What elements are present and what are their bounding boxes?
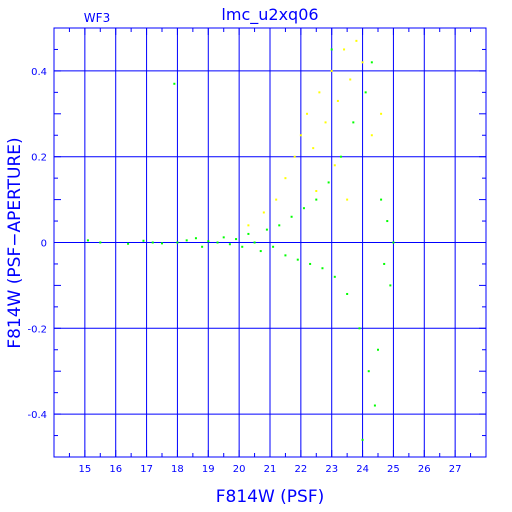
- data-point-yellow: [346, 198, 349, 201]
- data-point-green: [327, 181, 330, 184]
- data-point-green: [358, 327, 361, 330]
- data-point-green: [185, 239, 188, 242]
- x-tick-label: 26: [418, 464, 431, 475]
- data-point-green: [302, 207, 305, 210]
- data-point-green: [228, 243, 231, 246]
- data-point-green: [373, 404, 376, 407]
- y-tick-label: 0.2: [31, 153, 47, 164]
- data-point-green: [284, 254, 287, 257]
- plot-frame: [53, 27, 487, 458]
- grid-lines: [54, 28, 486, 457]
- x-tick-label: 19: [202, 464, 215, 475]
- data-point-green: [176, 241, 179, 244]
- data-point-yellow: [355, 39, 358, 42]
- data-point-yellow: [306, 112, 309, 115]
- data-point-green: [142, 239, 145, 242]
- data-point-green: [253, 241, 256, 244]
- data-point-yellow: [312, 147, 315, 150]
- data-point-yellow: [293, 155, 296, 158]
- data-point-yellow: [349, 78, 352, 81]
- x-tick-label: 27: [449, 464, 462, 475]
- data-point-green: [339, 155, 342, 158]
- y-axis-label: F814W (PSF−APERTURE): [5, 137, 25, 348]
- data-point-green: [383, 262, 386, 265]
- data-point-green: [321, 267, 324, 270]
- data-point-green: [207, 240, 210, 243]
- x-tick-label: 16: [109, 464, 122, 475]
- data-point-green: [367, 370, 370, 373]
- x-tick-label: 22: [294, 464, 307, 475]
- data-point-green: [309, 262, 312, 265]
- chart-title: lmc_u2xq06: [221, 5, 318, 25]
- data-point-green: [315, 198, 318, 201]
- y-tick-label: 0: [41, 239, 47, 250]
- y-tick-label: -0.4: [27, 410, 47, 421]
- data-point-green: [127, 242, 130, 245]
- data-point-yellow: [275, 198, 278, 201]
- data-point-green: [272, 245, 275, 248]
- data-point-yellow: [284, 177, 287, 180]
- data-point-green: [173, 82, 176, 85]
- data-point-yellow: [324, 121, 327, 124]
- x-tick-label: 23: [325, 464, 338, 475]
- data-point-green: [99, 241, 102, 244]
- data-point-green: [380, 198, 383, 201]
- data-point-yellow: [247, 224, 250, 227]
- panel-label: WF3: [84, 11, 110, 25]
- data-point-green: [364, 91, 367, 94]
- data-point-green: [377, 348, 379, 351]
- x-tick-label: 17: [140, 464, 153, 475]
- tick-labels: 15 16 17 18 19 20 21 22 23 24 25 26 27 0.4 0.2 0 -0.2 -0.…: [27, 67, 461, 475]
- x-tick-label: 15: [78, 464, 91, 475]
- data-point-green: [247, 232, 250, 235]
- data-point-yellow: [361, 61, 364, 64]
- data-point-yellow: [318, 91, 321, 94]
- data-point-green: [151, 241, 154, 244]
- data-point-yellow: [333, 164, 336, 167]
- data-point-green: [278, 224, 281, 227]
- data-point-yellow: [299, 134, 302, 137]
- data-point-green: [389, 284, 392, 287]
- x-tick-label: 25: [387, 464, 400, 475]
- data-point-green: [296, 258, 299, 261]
- data-point-green: [216, 241, 219, 244]
- data-point-green: [333, 275, 336, 278]
- y-tick-label: -0.2: [27, 324, 47, 335]
- data-point-green: [361, 438, 364, 441]
- data-point-green: [346, 292, 349, 295]
- data-point-green: [194, 237, 197, 240]
- data-point-green: [222, 236, 225, 239]
- data-point-green: [241, 245, 244, 248]
- x-tick-label: 21: [264, 464, 277, 475]
- data-point-green: [386, 220, 389, 223]
- data-point-green: [235, 238, 238, 241]
- data-point-yellow: [380, 112, 383, 115]
- data-point-yellow: [343, 48, 346, 51]
- data-point-yellow: [315, 190, 318, 193]
- data-point-yellow: [262, 211, 265, 214]
- data-point-yellow: [370, 134, 373, 137]
- data-point-green: [201, 245, 204, 248]
- y-tick-label: 0.4: [31, 67, 47, 78]
- data-point-green: [86, 239, 89, 242]
- data-point-green: [392, 241, 395, 244]
- data-point-green: [330, 48, 333, 51]
- data-point-green: [161, 242, 163, 245]
- x-tick-label: 20: [233, 464, 246, 475]
- data-point-green: [265, 228, 268, 231]
- data-point-yellow: [330, 69, 333, 72]
- x-tick-label: 24: [356, 464, 369, 475]
- x-tick-label: 18: [171, 464, 184, 475]
- x-axis-label: F814W (PSF): [216, 487, 325, 507]
- data-point-green: [352, 121, 355, 124]
- data-points: [86, 39, 395, 441]
- data-point-yellow: [336, 99, 339, 102]
- data-point-green: [259, 250, 262, 253]
- data-point-green: [290, 215, 293, 218]
- data-point-green: [370, 61, 373, 64]
